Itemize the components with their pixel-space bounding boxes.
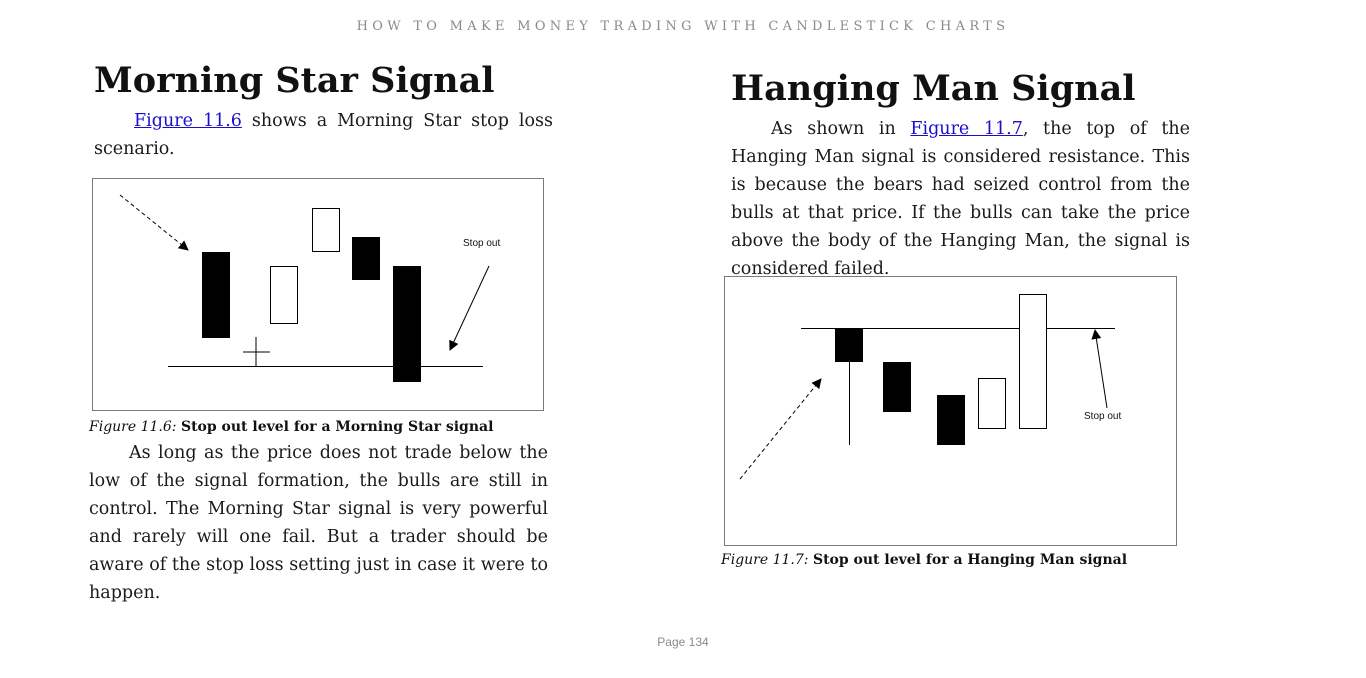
bearish-candle [883, 362, 911, 412]
stop-out-arrow [1091, 329, 1108, 409]
morning-star-body-text: As long as the price does not trade belo… [89, 443, 548, 603]
morning-star-intro: Figure 11.6 shows a Morning Star stop lo… [94, 107, 553, 163]
stop-out-label: Stop out [463, 238, 500, 249]
morning-star-figure: Stop out [92, 178, 544, 411]
hanging-man-intro: As shown in Figure 11.7, the top of the … [731, 115, 1190, 283]
morning-star-heading: Morning Star Signal [94, 60, 495, 101]
morning-star-intro-text: shows a Morning Star stop loss scenario. [94, 111, 553, 159]
hanging-man-chart: Stop out [739, 294, 1121, 480]
page-number: Page 134 [657, 635, 709, 649]
bullish-candle [312, 208, 340, 252]
bullish-candle [1019, 294, 1047, 429]
figure-11-6-caption: Figure 11.6: Stop out level for a Mornin… [89, 419, 493, 435]
hanging-man-heading: Hanging Man Signal [731, 68, 1136, 109]
bullish-candle [978, 378, 1006, 429]
bullish-candle [270, 266, 298, 324]
figure-11-6-link[interactable]: Figure 11.6 [134, 111, 242, 131]
stop-out-label: Stop out [1084, 411, 1121, 422]
entry-dashed-arrow [119, 194, 189, 251]
stop-out-arrow [449, 265, 490, 351]
figure-label: Figure 11.7: [721, 552, 809, 568]
figure-label: Figure 11.6: [89, 419, 177, 435]
morning-star-body: As long as the price does not trade belo… [89, 439, 548, 607]
figure-11-7-caption: Figure 11.7: Stop out level for a Hangin… [721, 552, 1127, 568]
hanging-man-candle [835, 328, 863, 362]
hanging-man-figure: Stop out [724, 276, 1177, 546]
figure-11-7-link[interactable]: Figure 11.7 [910, 119, 1023, 139]
bearish-candle [937, 395, 965, 445]
caption-text: Stop out level for a Hanging Man signal [812, 552, 1128, 568]
caption-text: Stop out level for a Morning Star signal [180, 419, 494, 435]
bearish-candle [202, 252, 230, 338]
bearish-candle [352, 237, 380, 280]
entry-dashed-arrow [739, 378, 822, 480]
hanging-man-intro-after: , the top of the Hanging Man signal is c… [731, 119, 1190, 279]
running-head: HOW TO MAKE MONEY TRADING WITH CANDLESTI… [356, 19, 1010, 34]
morning-star-chart: Stop out [119, 194, 500, 382]
bearish-candle [393, 266, 421, 382]
hanging-man-intro-before: As shown in [771, 119, 911, 139]
